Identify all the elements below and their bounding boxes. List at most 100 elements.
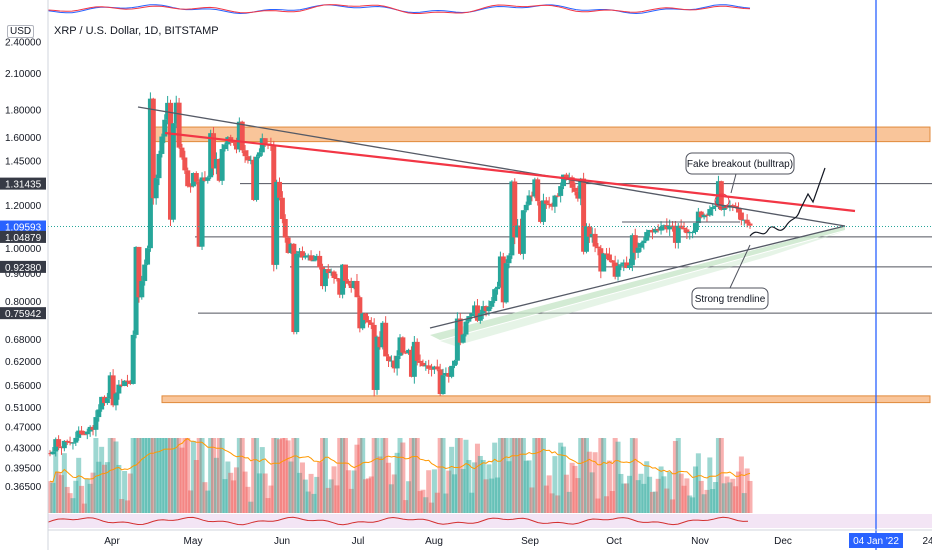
candle-body — [251, 159, 257, 200]
top-indicator-signal — [47, 4, 751, 14]
candle-body — [136, 246, 142, 298]
candle-body — [208, 133, 214, 178]
candle-body — [713, 205, 719, 208]
candle-body — [196, 181, 202, 247]
candle-body — [119, 384, 125, 387]
volume-bar — [589, 472, 595, 513]
price-axis: 2.40000 2.10000 1.80000 1.60000 1.45000 1.200… — [0, 0, 49, 550]
volume-bar — [299, 462, 305, 513]
volume-bar — [647, 476, 653, 513]
volume-bar — [489, 478, 495, 513]
volume-bar — [334, 485, 340, 513]
volume-bar — [116, 464, 122, 513]
volume-bar — [93, 438, 99, 513]
volume-bar — [397, 438, 403, 513]
callout-bulltrap-text: Fake breakout (bulltrap) — [687, 159, 793, 170]
candle-body — [340, 264, 346, 295]
candle-body — [297, 251, 303, 254]
volume-bar — [205, 490, 211, 513]
volume-bar — [142, 438, 148, 513]
candle-body — [170, 123, 176, 220]
candle-body — [116, 384, 122, 394]
candle-body — [64, 440, 70, 443]
candle-body — [598, 248, 604, 272]
volume-bar — [736, 471, 742, 513]
price-axis-label: 1.20000 — [5, 201, 42, 212]
candle-body — [317, 255, 323, 268]
volume-bar — [710, 489, 716, 513]
callout-trendline-text: Strong trendline — [695, 294, 766, 305]
volume-bar — [231, 480, 237, 513]
candle-body — [655, 228, 661, 231]
volume-bar — [523, 460, 529, 513]
candle-body — [429, 368, 435, 370]
candle-body — [365, 320, 371, 323]
candle-body — [411, 341, 417, 377]
candle-body — [449, 365, 455, 377]
candle-body — [675, 225, 681, 243]
volume-bar — [713, 482, 719, 513]
symbol-title: XRP / U.S. Dollar, 1D, BITSTAMP — [54, 25, 219, 37]
volume-bar — [618, 473, 624, 513]
price-tag-label: 1.31435 — [5, 180, 42, 191]
candle-body — [271, 144, 277, 265]
rsi-line — [47, 516, 749, 526]
candle-body — [182, 157, 188, 171]
volume-bar — [233, 467, 239, 513]
volume-bar — [563, 474, 569, 513]
volume-bar — [363, 479, 369, 513]
price-axis-label: 0.90000 — [5, 269, 42, 280]
candle-body — [231, 141, 237, 143]
candle-body — [480, 306, 486, 314]
volume-bar — [288, 461, 294, 513]
volume-bar — [365, 478, 371, 513]
volume-bar — [583, 438, 589, 513]
candle-body — [99, 396, 105, 410]
candle-body — [618, 264, 624, 266]
trendline-band — [430, 226, 845, 340]
candle-body — [606, 254, 612, 261]
volume-bar — [497, 438, 503, 513]
volume-bar — [403, 500, 409, 513]
candle-body — [644, 232, 650, 241]
volume-bar — [667, 471, 673, 513]
volume-bar — [741, 493, 747, 513]
volume-bar — [145, 438, 151, 513]
volume-bar — [664, 488, 670, 513]
volume-bar — [377, 456, 383, 513]
volume-bar — [552, 456, 558, 513]
volume-bar — [394, 452, 400, 513]
candle-body — [236, 121, 242, 150]
candle-body — [463, 321, 469, 335]
candle-body — [454, 318, 460, 361]
volume-bar — [248, 501, 254, 513]
candle-body — [124, 380, 130, 382]
price-tag-label: 0.92380 — [5, 263, 42, 274]
candle-body — [664, 225, 670, 230]
candle-body — [583, 226, 589, 252]
volume-bar — [110, 438, 116, 513]
candle-body — [555, 195, 561, 197]
candle-body — [641, 240, 647, 244]
candle-body — [274, 181, 280, 265]
volume-bar — [572, 465, 578, 513]
price-axis-label: 0.80000 — [5, 297, 42, 308]
volume-bar — [575, 478, 581, 513]
volume-bar — [454, 438, 460, 513]
volume-bar — [311, 493, 317, 513]
volume-bar — [202, 482, 208, 513]
volume-bar — [340, 438, 346, 513]
candle-body — [188, 186, 194, 188]
candle-body — [233, 142, 239, 150]
volume-bar — [96, 461, 102, 513]
volume-bar — [331, 466, 337, 513]
volume-bar — [558, 442, 564, 513]
candle-body — [185, 170, 191, 187]
volume-bar — [322, 438, 328, 513]
candle-body — [715, 181, 721, 206]
candle-body — [538, 201, 544, 222]
candle-body — [667, 225, 673, 230]
